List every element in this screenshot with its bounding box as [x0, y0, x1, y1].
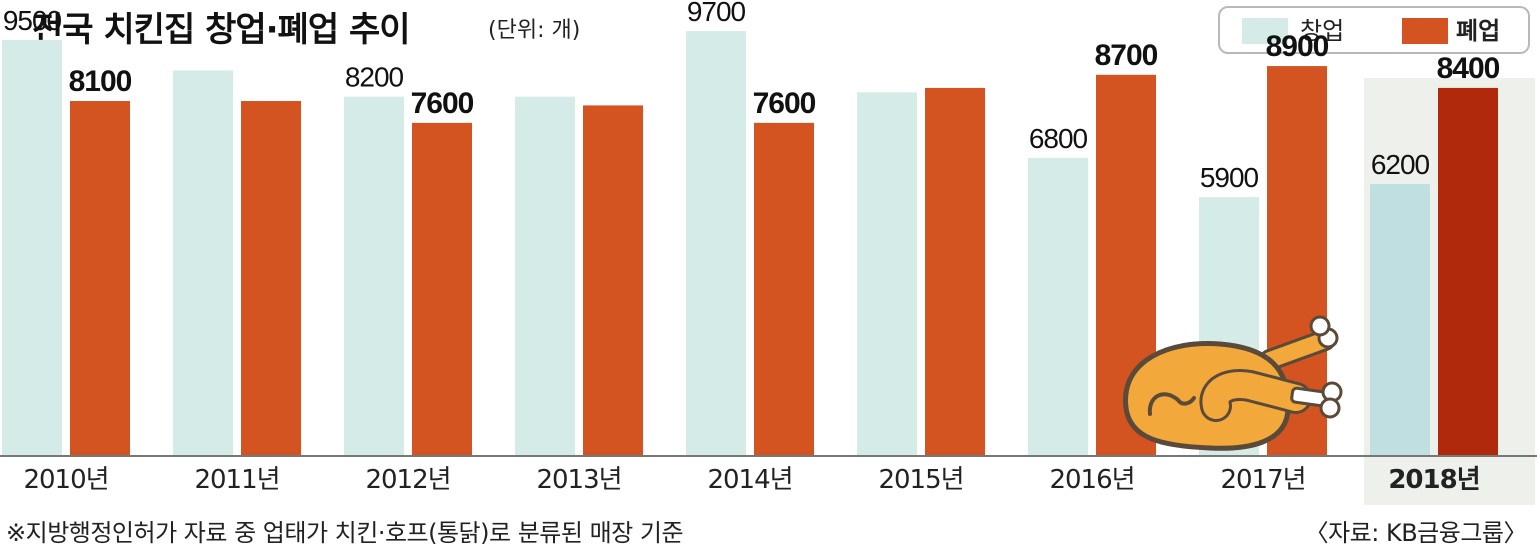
bar-open-2013 — [515, 96, 575, 455]
legend-label-close: 폐업 — [1456, 17, 1501, 45]
legend-label-open: 창업 — [1300, 17, 1345, 45]
legend-swatch-close — [1402, 18, 1448, 44]
chart-unit: (단위: 개) — [488, 18, 581, 43]
data-label-open-2014: 9700 — [687, 0, 746, 27]
bar-close-2018 — [1438, 87, 1498, 456]
x-tick-label-2010: 2010년 — [23, 465, 108, 495]
x-tick-label-2018: 2018년 — [1388, 465, 1479, 495]
footnote: ※지방행정인허가 자료 중 업태가 치킨·호프(통닭)로 분류된 매장 기준 — [6, 519, 684, 547]
bar-close-2015 — [925, 87, 985, 456]
x-tick-label-2014: 2014년 — [707, 465, 792, 495]
roast-chicken-icon — [1123, 315, 1343, 451]
data-label-close-2010: 8100 — [69, 65, 132, 98]
x-tick-label-2011: 2011년 — [194, 465, 279, 495]
source-note: 〈자료: KB금융그룹〉 — [1304, 519, 1528, 547]
bar-close-2011 — [241, 101, 301, 455]
x-tick-label-2016: 2016년 — [1049, 465, 1134, 495]
bar-close-2012 — [412, 122, 472, 455]
data-label-open-2012: 8200 — [345, 62, 404, 93]
bar-close-2014 — [754, 122, 814, 455]
data-label-open-2010: 9500 — [3, 5, 62, 36]
data-label-close-2018: 8400 — [1437, 52, 1500, 85]
data-label-close-2016: 8700 — [1095, 39, 1158, 72]
data-label-open-2017: 5900 — [1200, 162, 1259, 193]
bar-open-2010 — [2, 39, 62, 455]
bar-close-2010 — [70, 101, 130, 455]
data-label-close-2017: 8900 — [1266, 30, 1329, 63]
x-tick-label-2013: 2013년 — [536, 465, 621, 495]
bar-open-2014 — [686, 31, 746, 456]
data-label-open-2018: 6200 — [1371, 149, 1430, 180]
bar-open-2011 — [173, 70, 233, 455]
bar-open-2018 — [1370, 184, 1430, 455]
legend: 창업 폐업 — [1218, 6, 1530, 54]
data-label-close-2014: 7600 — [753, 87, 816, 120]
x-tick-label-2017: 2017년 — [1220, 465, 1305, 495]
bar-open-2012 — [344, 96, 404, 455]
legend-swatch-open — [1242, 18, 1288, 44]
bar-open-2016 — [1028, 157, 1088, 455]
data-label-close-2012: 7600 — [411, 87, 474, 120]
chart-title: 전국 치킨집 창업·폐업 추이 — [32, 10, 411, 50]
x-tick-label-2015: 2015년 — [878, 465, 963, 495]
bar-open-2015 — [857, 92, 917, 455]
data-label-open-2016: 6800 — [1029, 123, 1088, 154]
x-tick-label-2012: 2012년 — [365, 465, 450, 495]
bar-close-2013 — [583, 105, 643, 456]
